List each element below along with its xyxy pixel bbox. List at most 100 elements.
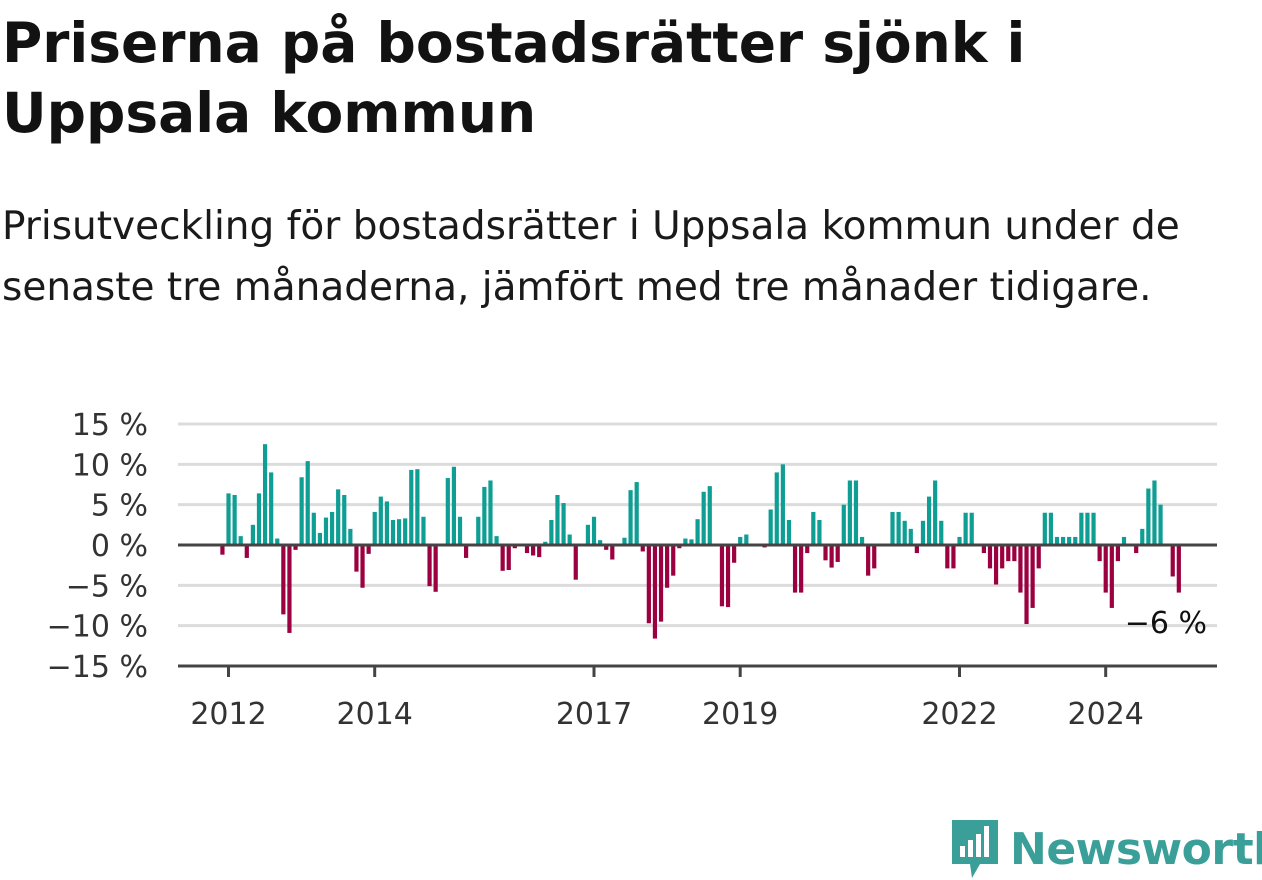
bar (951, 545, 956, 569)
bar (914, 545, 919, 554)
bar (981, 545, 986, 554)
bar (220, 545, 225, 555)
y-tick-label: 10 % (72, 448, 148, 483)
bar (390, 519, 396, 545)
bar (1036, 545, 1041, 569)
bar (336, 489, 341, 545)
bar (1018, 545, 1023, 593)
bar (890, 511, 895, 545)
bar (323, 517, 329, 545)
bar (348, 528, 353, 545)
bar (275, 538, 280, 545)
bars (220, 444, 1181, 639)
bar (677, 545, 682, 549)
bar (835, 545, 840, 562)
bar (1109, 545, 1114, 608)
bar (1140, 528, 1145, 545)
bar (311, 512, 316, 545)
bar (622, 537, 627, 545)
bar (403, 518, 408, 545)
bar (555, 494, 560, 545)
bar (598, 540, 603, 545)
bar (902, 520, 907, 545)
bar (604, 545, 609, 550)
bar (872, 545, 877, 569)
bar (640, 545, 645, 552)
bar (457, 516, 463, 545)
bar (537, 545, 542, 558)
bar (476, 516, 481, 545)
bar (805, 545, 810, 554)
bar (957, 536, 962, 545)
bar (665, 545, 670, 588)
bar (269, 472, 274, 545)
bar (799, 545, 804, 593)
y-tick-label: −10 % (47, 610, 148, 645)
bar (1073, 536, 1078, 545)
bar (1042, 512, 1047, 545)
bar (1012, 545, 1017, 562)
y-axis-ticks: 15 % 10 % 5 % 0 % −5 % −10 % −15 % (47, 408, 148, 685)
bar (238, 536, 243, 545)
bar (1048, 512, 1053, 545)
bar (725, 545, 731, 608)
bar (1091, 512, 1096, 545)
bar (707, 486, 712, 545)
bar (853, 480, 859, 545)
bar (719, 545, 725, 607)
newsworthy-logo-text: Newsworthy (1010, 823, 1262, 875)
bar (811, 511, 816, 545)
bar (573, 545, 578, 580)
bar (524, 545, 530, 554)
bar (543, 541, 548, 545)
bar (695, 519, 700, 545)
bar (841, 504, 846, 545)
newsworthy-logo: Newsworthy (950, 818, 1262, 880)
bar (768, 509, 773, 545)
bar-chart: 15 %10 %5 %0 %−5 %−10 %−15 % 2012 2014 201… (47, 408, 1217, 732)
bar (658, 545, 664, 622)
bar (354, 545, 359, 572)
bar (384, 501, 390, 545)
bar (299, 477, 304, 545)
bar (244, 545, 249, 558)
bar (329, 511, 335, 545)
bar (293, 545, 298, 550)
y-tick-label: 15 % (72, 408, 148, 443)
bar (780, 464, 785, 545)
bar (256, 493, 262, 545)
y-tick-label: 0 % (91, 529, 148, 564)
bar (969, 512, 974, 545)
bar (939, 520, 944, 545)
bar (409, 469, 414, 545)
bar (561, 503, 566, 545)
y-tick-label: 5 % (91, 489, 148, 524)
bar (634, 482, 639, 545)
bar (1115, 545, 1121, 562)
x-tick-label: 2017 (556, 697, 632, 732)
bar (317, 532, 322, 545)
bar (1103, 545, 1108, 593)
bar (896, 511, 901, 545)
bar (1054, 536, 1060, 545)
bar (366, 545, 371, 554)
bar (1079, 512, 1084, 545)
bar (652, 545, 658, 639)
bar (342, 494, 347, 545)
bar (232, 494, 237, 545)
bar (281, 545, 286, 615)
x-tick-label: 2024 (1068, 697, 1144, 732)
bar (415, 469, 420, 545)
bar (926, 496, 932, 545)
bar (250, 524, 255, 545)
bar (993, 545, 999, 585)
bar (1024, 545, 1029, 625)
y-tick-label: −5 % (66, 569, 148, 604)
bar (823, 545, 828, 561)
bar (226, 493, 231, 545)
bar (744, 534, 749, 545)
bar (945, 545, 950, 569)
bar (488, 480, 493, 545)
bar (866, 545, 871, 576)
bar (701, 491, 706, 545)
